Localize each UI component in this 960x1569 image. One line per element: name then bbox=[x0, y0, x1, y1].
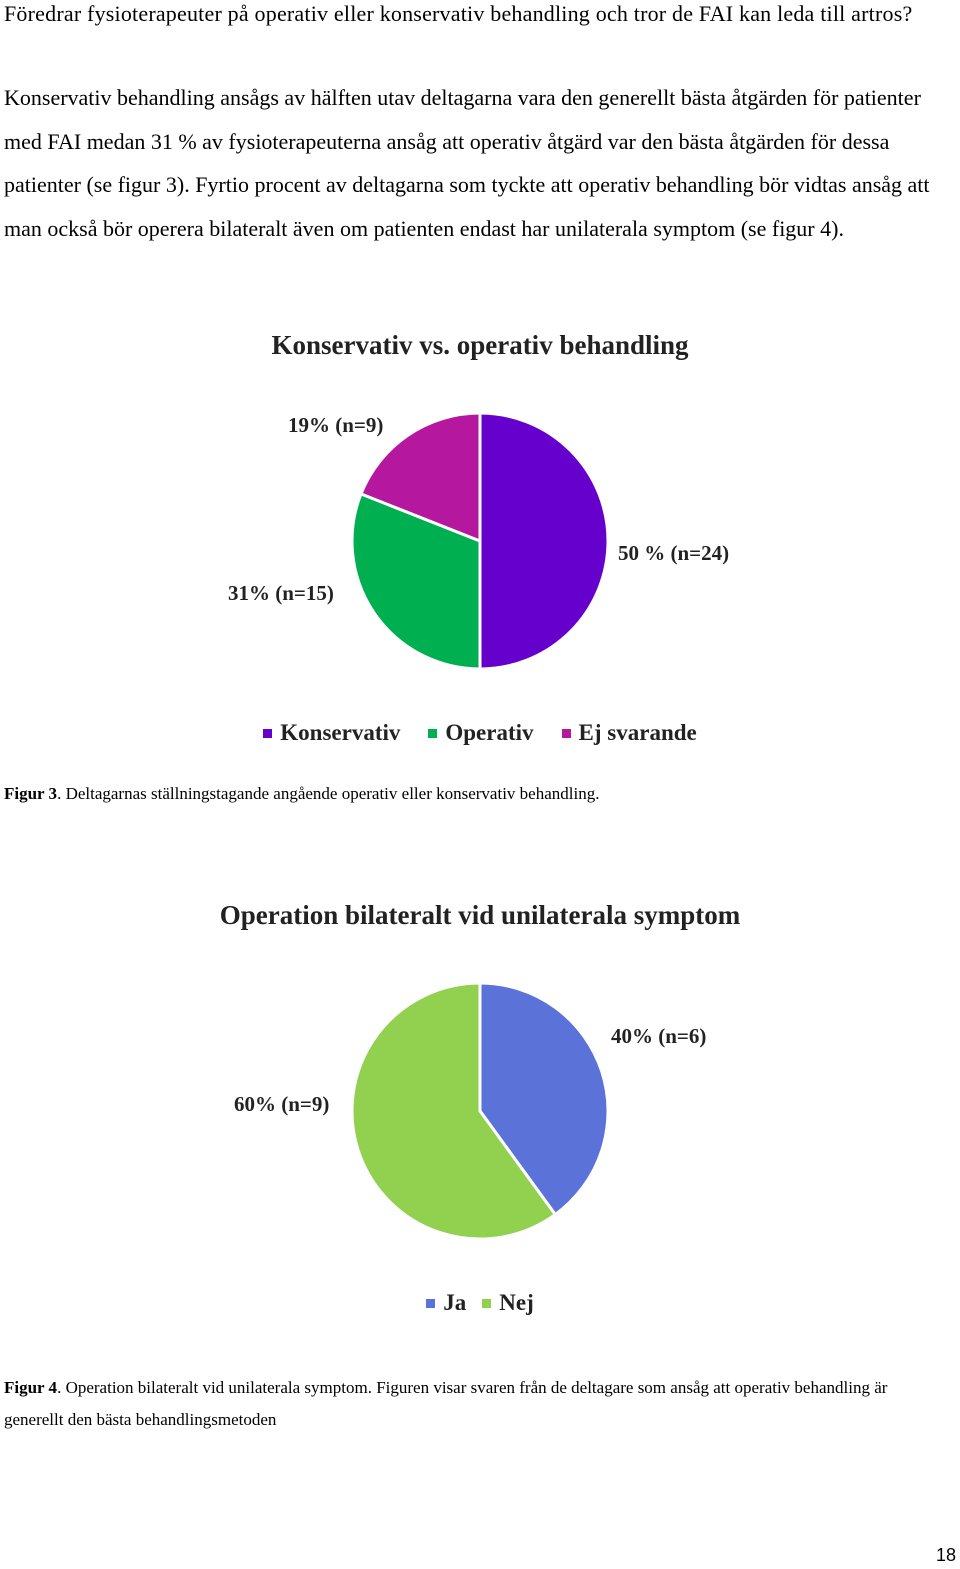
data-label-ja: 40% (n=6) bbox=[611, 1024, 706, 1048]
legend-swatch-nej bbox=[482, 1298, 492, 1308]
legend-swatch-ej-svarande bbox=[561, 728, 571, 738]
legend-swatch-ja bbox=[426, 1298, 436, 1308]
data-label-ej-svarande: 19% (n=9) bbox=[288, 413, 383, 437]
pie-slice-ej-svarande bbox=[359, 411, 482, 544]
question-heading: Föredrar fysioterapeuter på operativ ell… bbox=[4, 1, 913, 26]
chart2-title: Operation bilateralt vid unilaterala sym… bbox=[219, 900, 741, 930]
pie-slice-konservativ bbox=[478, 411, 610, 671]
figure3-caption: Figur 3. Deltagarnas ställningstagande a… bbox=[4, 778, 924, 810]
page-number: 18 bbox=[935, 1545, 956, 1565]
legend-item-nej: Nej bbox=[482, 1290, 534, 1316]
legend-swatch-konservativ bbox=[263, 728, 273, 738]
legend-label-operativ: Operativ bbox=[445, 720, 534, 745]
legend-item-ja: Ja bbox=[426, 1290, 466, 1316]
pie-slice-ja bbox=[478, 981, 610, 1217]
figure4-label: Figur 4 bbox=[4, 1378, 58, 1397]
data-label-operativ: 31% (n=15) bbox=[228, 581, 334, 605]
chart1-pie: 50 % (n=24) 31% (n=15) 19% (n=9) bbox=[228, 411, 729, 671]
legend-item-operativ: Operativ bbox=[428, 720, 534, 746]
data-label-nej: 60% (n=9) bbox=[234, 1092, 329, 1116]
legend-swatch-operativ bbox=[428, 728, 438, 738]
figure4-caption: Figur 4. Operation bilateralt vid unilat… bbox=[4, 1372, 924, 1436]
figure4-text: . Operation bilateralt vid unilaterala s… bbox=[4, 1378, 888, 1429]
data-label-konservativ: 50 % (n=24) bbox=[618, 541, 729, 565]
figure3-label: Figur 3 bbox=[4, 784, 58, 803]
legend-label-ja: Ja bbox=[443, 1290, 467, 1315]
legend-item-ej-svarande: Ej svarande bbox=[561, 720, 697, 746]
figure3-text: . Deltagarnas ställningstagande angående… bbox=[57, 784, 600, 803]
legend-label-ej-svarande: Ej svarande bbox=[578, 720, 697, 745]
chart1-title: Konservativ vs. operativ behandling bbox=[271, 330, 689, 360]
chart2-pie: 40% (n=6) 60% (n=9) bbox=[234, 981, 706, 1241]
legend-item-konservativ: Konservativ bbox=[263, 720, 400, 746]
legend-label-nej: Nej bbox=[499, 1290, 534, 1315]
legend-label-konservativ: Konservativ bbox=[280, 720, 401, 745]
chart1-legend: Konservativ Operativ Ej svarande bbox=[0, 720, 960, 746]
pie-slice-nej bbox=[350, 981, 558, 1241]
chart2-legend: Ja Nej bbox=[0, 1290, 960, 1316]
body-paragraph: Konservativ behandling ansågs av hälften… bbox=[4, 85, 930, 241]
pie-slice-operativ bbox=[350, 491, 482, 671]
